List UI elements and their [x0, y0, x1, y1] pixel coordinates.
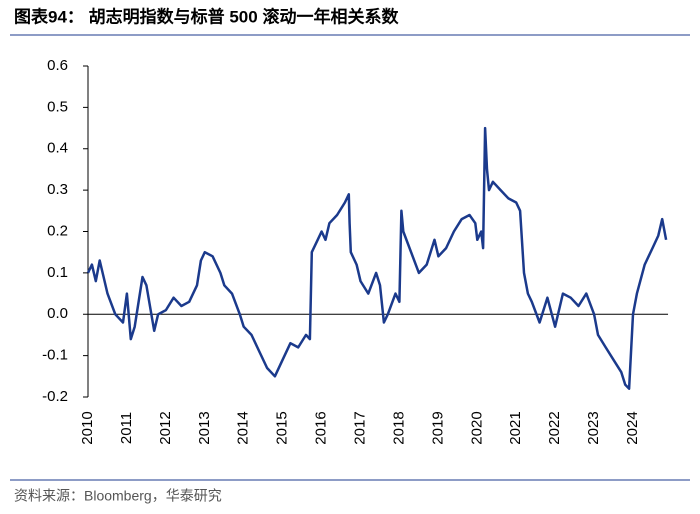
y-tick-label: 0.4	[47, 140, 68, 157]
series-line	[86, 126, 668, 390]
y-tick-label: 0.2	[47, 222, 68, 239]
x-tick-label: 2023	[585, 411, 602, 444]
x-tick-label: 2014	[235, 411, 252, 444]
y-tick-label: 0.1	[47, 264, 68, 281]
y-tick-label: 0.0	[47, 305, 68, 322]
y-tick-label: -0.1	[42, 347, 68, 364]
x-tick-label: 2024	[624, 411, 641, 444]
x-tick-label: 2012	[157, 411, 174, 444]
x-tick-label: 2022	[546, 411, 563, 444]
source: 资料来源：Bloomberg，华泰研究	[14, 488, 222, 504]
x-tick-label: 2019	[429, 411, 446, 444]
x-tick-label: 2017	[351, 411, 368, 444]
y-tick-label: -0.2	[42, 388, 68, 405]
x-tick-label: 2021	[507, 411, 524, 444]
chart-title: 图表94： 胡志明指数与标普 500 滚动一年相关系数	[14, 6, 399, 26]
x-tick-label: 2016	[313, 411, 330, 444]
y-tick-label: 0.6	[47, 57, 68, 74]
x-tick-label: 2015	[274, 411, 291, 444]
x-tick-label: 2010	[79, 411, 96, 444]
x-tick-label: 2018	[390, 411, 407, 444]
y-tick-label: 0.5	[47, 98, 68, 115]
x-tick-label: 2020	[468, 411, 485, 444]
x-tick-label: 2013	[196, 411, 213, 444]
y-tick-label: 0.3	[47, 181, 68, 198]
x-tick-label: 2011	[118, 412, 135, 444]
